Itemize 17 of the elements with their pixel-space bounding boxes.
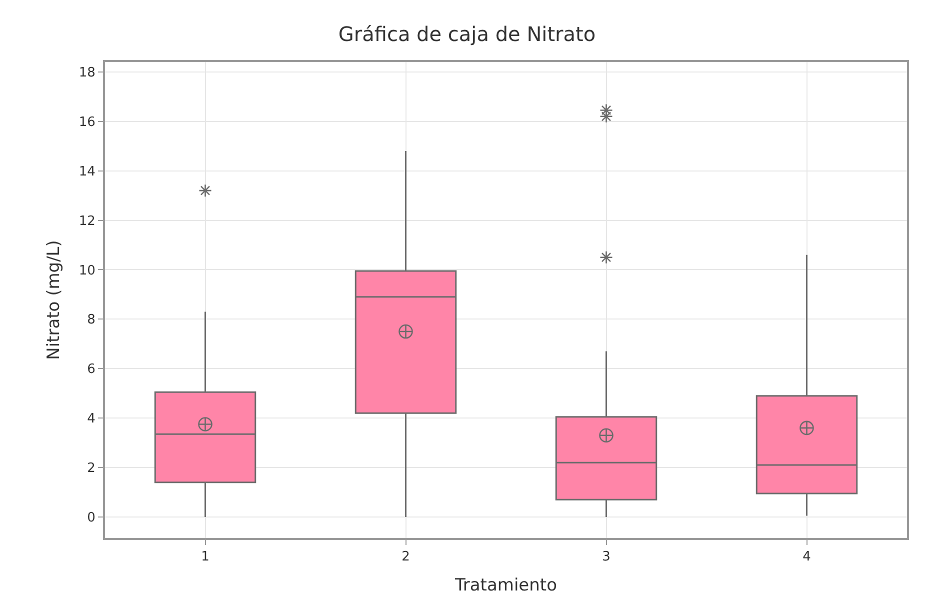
y-tick-label: 10	[78, 263, 96, 278]
x-axis-title: Tratamiento	[454, 576, 557, 596]
y-tick-label: 2	[87, 461, 96, 476]
x-tick-label: 1	[201, 550, 210, 565]
y-tick-label: 16	[78, 114, 96, 130]
x-tick-label: 2	[402, 550, 410, 565]
y-axis-title: Nitrato (mg/L)	[44, 240, 64, 360]
y-tick-label: 12	[78, 214, 96, 229]
y-tick-label: 0	[87, 510, 96, 526]
y-tick-label: 18	[78, 65, 96, 80]
x-tick-label: 3	[602, 550, 610, 565]
y-tick-label: 14	[78, 164, 96, 180]
x-tick-label: 4	[802, 550, 811, 565]
y-tick-label: 4	[87, 412, 96, 427]
y-tick-label: 6	[87, 362, 96, 378]
y-tick-label: 8	[87, 312, 96, 328]
chart-title: Gráfica de caja de Nitrato	[338, 22, 596, 46]
